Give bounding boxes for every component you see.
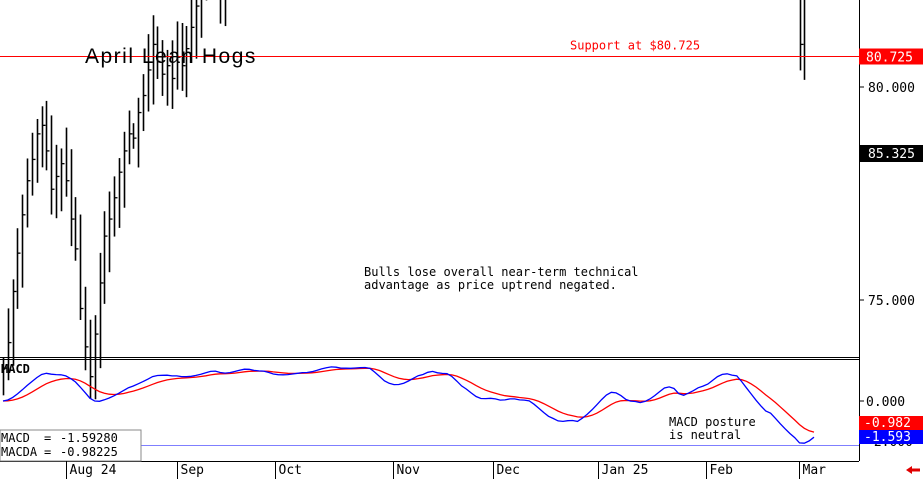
macd-annotation-line-2: is neutral <box>669 428 741 442</box>
support-resistance-lines: 88.000Resistance at $88.0080.725Support … <box>0 39 923 66</box>
support-badge-label: 80.725 <box>866 51 913 66</box>
macd-readout-eq: = <box>44 431 51 445</box>
date-axis-labels: Aug 24 Sep Oct Nov Dec Jan 25 Feb Mar <box>66 461 827 479</box>
date-label: Feb <box>710 463 734 478</box>
last-price-label: 85.325 <box>868 147 915 162</box>
chart-title: April Lean Hogs <box>85 45 257 68</box>
price-bars <box>2 0 806 400</box>
scroll-left-arrow-icon[interactable] <box>906 466 920 474</box>
date-label: Aug 24 <box>70 463 117 478</box>
support-label: Support at $80.725 <box>570 39 700 53</box>
macda-last-badge <box>859 416 923 430</box>
macd-tick-label: 0.000 <box>866 395 905 410</box>
macd-last-label: -1.593 <box>864 430 911 445</box>
date-label: Mar <box>803 463 827 478</box>
macd-panel-title: MACD <box>1 362 30 376</box>
annotation-line-2: advantage as price uptrend negated. <box>364 278 617 292</box>
date-label: Dec <box>497 463 520 478</box>
price-tick-label: 75.000 <box>868 294 915 309</box>
macda-readout-eq: = <box>44 445 51 459</box>
last-price-badge <box>859 145 923 162</box>
date-label: Jan 25 <box>602 463 649 478</box>
macd-readout-box <box>0 429 142 462</box>
support-badge <box>859 48 923 65</box>
annotation-line-1: Bulls lose overall near-term technical <box>364 265 639 279</box>
date-label: Oct <box>279 463 302 478</box>
macd-line <box>2 366 815 444</box>
macda-last-label: -0.982 <box>864 416 911 431</box>
date-label: Nov <box>397 463 421 478</box>
macd-annotation-line-1: MACD posture <box>669 415 756 429</box>
macd-last-badge <box>859 430 923 444</box>
macd-readout-name: MACD <box>1 431 30 445</box>
price-tick-label: 80.000 <box>868 81 915 96</box>
macda-readout-value: -0.98225 <box>60 445 118 459</box>
date-label: Sep <box>181 463 205 478</box>
macda-readout-name: MACDA <box>1 445 38 459</box>
macd-readout-value: -1.59280 <box>60 431 118 445</box>
